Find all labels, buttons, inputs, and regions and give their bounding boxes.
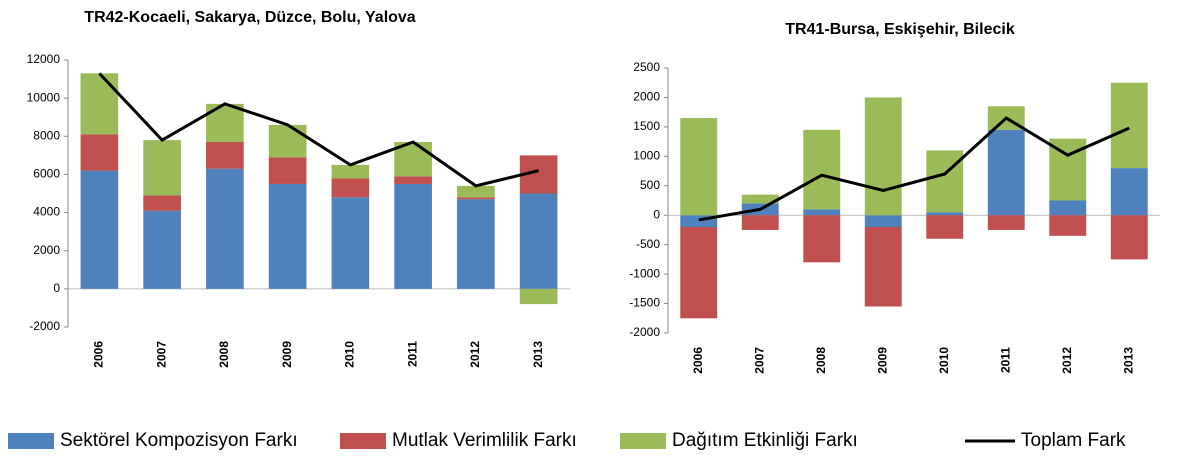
bar [803, 129, 841, 210]
bar [331, 178, 370, 198]
bar [1110, 215, 1148, 260]
bar [864, 97, 902, 216]
bar [803, 215, 841, 263]
legend-swatch [620, 433, 666, 449]
bar [519, 288, 558, 305]
bar [741, 215, 779, 230]
x-tick-label: 2012 [468, 341, 482, 368]
y-tick-label: -2000 [629, 325, 660, 339]
x-tick-label: 2011 [405, 341, 419, 367]
y-tick-label: 500 [640, 178, 660, 192]
line [698, 116, 1130, 222]
legend-label: Toplam Fark [1021, 430, 1126, 451]
x-tick-label: 2013 [531, 341, 545, 368]
bar [80, 73, 119, 135]
bar [457, 199, 495, 289]
y-tick-label: 1000 [633, 149, 660, 163]
x-tick-label: 2008 [217, 341, 231, 368]
legend-label: Sektörel Kompozisyon Farkı [60, 430, 298, 451]
bar [519, 193, 558, 289]
bar [206, 142, 244, 169]
bar [1049, 200, 1087, 216]
y-tick-label: 0 [653, 207, 660, 221]
bar [206, 168, 244, 289]
x-tick-label: 2010 [343, 341, 357, 368]
y-tick-label: 12000 [27, 52, 61, 66]
y-tick-label: 4000 [33, 205, 60, 219]
bar [457, 197, 495, 200]
bar [680, 227, 718, 319]
y-tick-label: 2500 [633, 60, 660, 74]
chart-title: TR42-Kocaeli, Sakarya, Düzce, Bolu, Yalo… [84, 9, 416, 26]
bar [268, 183, 307, 289]
x-tick-label: 2012 [1060, 347, 1074, 374]
y-tick-label: 1500 [633, 119, 660, 133]
bar [680, 215, 718, 227]
x-tick-label: 2006 [691, 347, 705, 374]
y-tick-label: -500 [636, 237, 660, 251]
legend-swatch [340, 433, 386, 449]
bar [1110, 82, 1148, 169]
legend-swatch [8, 433, 54, 449]
y-tick-label: -1500 [629, 296, 660, 310]
bar [741, 194, 779, 204]
y-tick-label: -2000 [29, 319, 60, 333]
y-tick-label: 2000 [33, 243, 60, 257]
bar [803, 209, 841, 216]
bar [926, 215, 964, 239]
bar [987, 129, 1025, 216]
bar [864, 215, 902, 227]
bar [394, 176, 432, 184]
legend-label: Dağıtım Etkinliği Farkı [672, 430, 858, 451]
bar [394, 183, 432, 289]
bar [926, 150, 964, 213]
bar [268, 157, 307, 184]
x-tick-label: 2011 [998, 347, 1012, 373]
bar [1110, 168, 1148, 216]
bar [143, 210, 181, 289]
line [98, 72, 539, 188]
bar [987, 215, 1025, 230]
x-tick-label: 2013 [1121, 347, 1135, 374]
legend-label: Mutlak Verimlilik Farkı [392, 430, 577, 451]
y-tick-label: 0 [53, 281, 60, 295]
x-tick-label: 2007 [154, 341, 168, 368]
bar [80, 170, 119, 289]
bar [680, 118, 718, 216]
y-tick-label: 8000 [33, 128, 60, 142]
bar [143, 140, 181, 196]
bar [143, 195, 181, 211]
x-tick-label: 2008 [814, 347, 828, 374]
y-tick-label: 10000 [27, 90, 61, 104]
bar [331, 164, 370, 179]
bar [1049, 215, 1087, 236]
x-tick-label: 2009 [875, 347, 889, 374]
bar [80, 134, 119, 171]
bar [457, 185, 495, 198]
y-tick-label: 2000 [633, 90, 660, 104]
y-tick-label: 6000 [33, 167, 60, 181]
x-tick-label: 2009 [280, 341, 294, 368]
bar [331, 197, 370, 289]
x-tick-label: 2006 [92, 341, 106, 368]
bar [268, 124, 307, 158]
y-tick-label: -1000 [629, 266, 660, 280]
bar [864, 227, 902, 307]
x-tick-label: 2007 [752, 347, 766, 374]
x-tick-label: 2010 [937, 347, 951, 374]
chart-title: TR41-Bursa, Eskişehir, Bilecik [785, 21, 1015, 38]
bar [926, 212, 964, 216]
